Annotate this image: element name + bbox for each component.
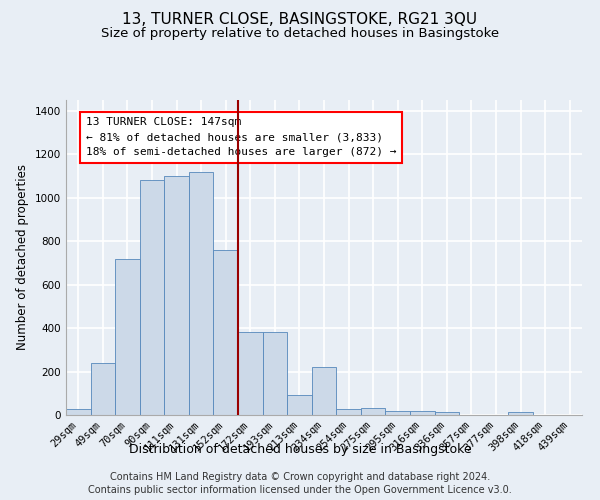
Bar (312, 367, 336, 415)
Y-axis label: Number of detached properties: Number of detached properties (16, 164, 29, 350)
Text: Distribution of detached houses by size in Basingstoke: Distribution of detached houses by size … (128, 442, 472, 456)
Bar (189, 172, 214, 415)
Bar (508, 412, 533, 415)
Bar (410, 411, 434, 415)
Bar (434, 412, 459, 415)
Bar (91, 363, 115, 415)
Bar (238, 332, 263, 415)
Bar (140, 180, 164, 415)
Bar (164, 176, 189, 415)
Text: 13 TURNER CLOSE: 147sqm
← 81% of detached houses are smaller (3,833)
18% of semi: 13 TURNER CLOSE: 147sqm ← 81% of detache… (86, 118, 396, 157)
Bar (287, 396, 312, 415)
Bar (214, 250, 238, 415)
Text: 13, TURNER CLOSE, BASINGSTOKE, RG21 3QU: 13, TURNER CLOSE, BASINGSTOKE, RG21 3QU (122, 12, 478, 28)
Bar (115, 258, 140, 415)
Bar (361, 408, 385, 415)
Text: Contains HM Land Registry data © Crown copyright and database right 2024.: Contains HM Land Registry data © Crown c… (110, 472, 490, 482)
Text: Contains public sector information licensed under the Open Government Licence v3: Contains public sector information licen… (88, 485, 512, 495)
Text: Size of property relative to detached houses in Basingstoke: Size of property relative to detached ho… (101, 28, 499, 40)
Bar (66, 409, 91, 415)
Bar (385, 410, 410, 415)
Bar (336, 409, 361, 415)
Bar (263, 332, 287, 415)
